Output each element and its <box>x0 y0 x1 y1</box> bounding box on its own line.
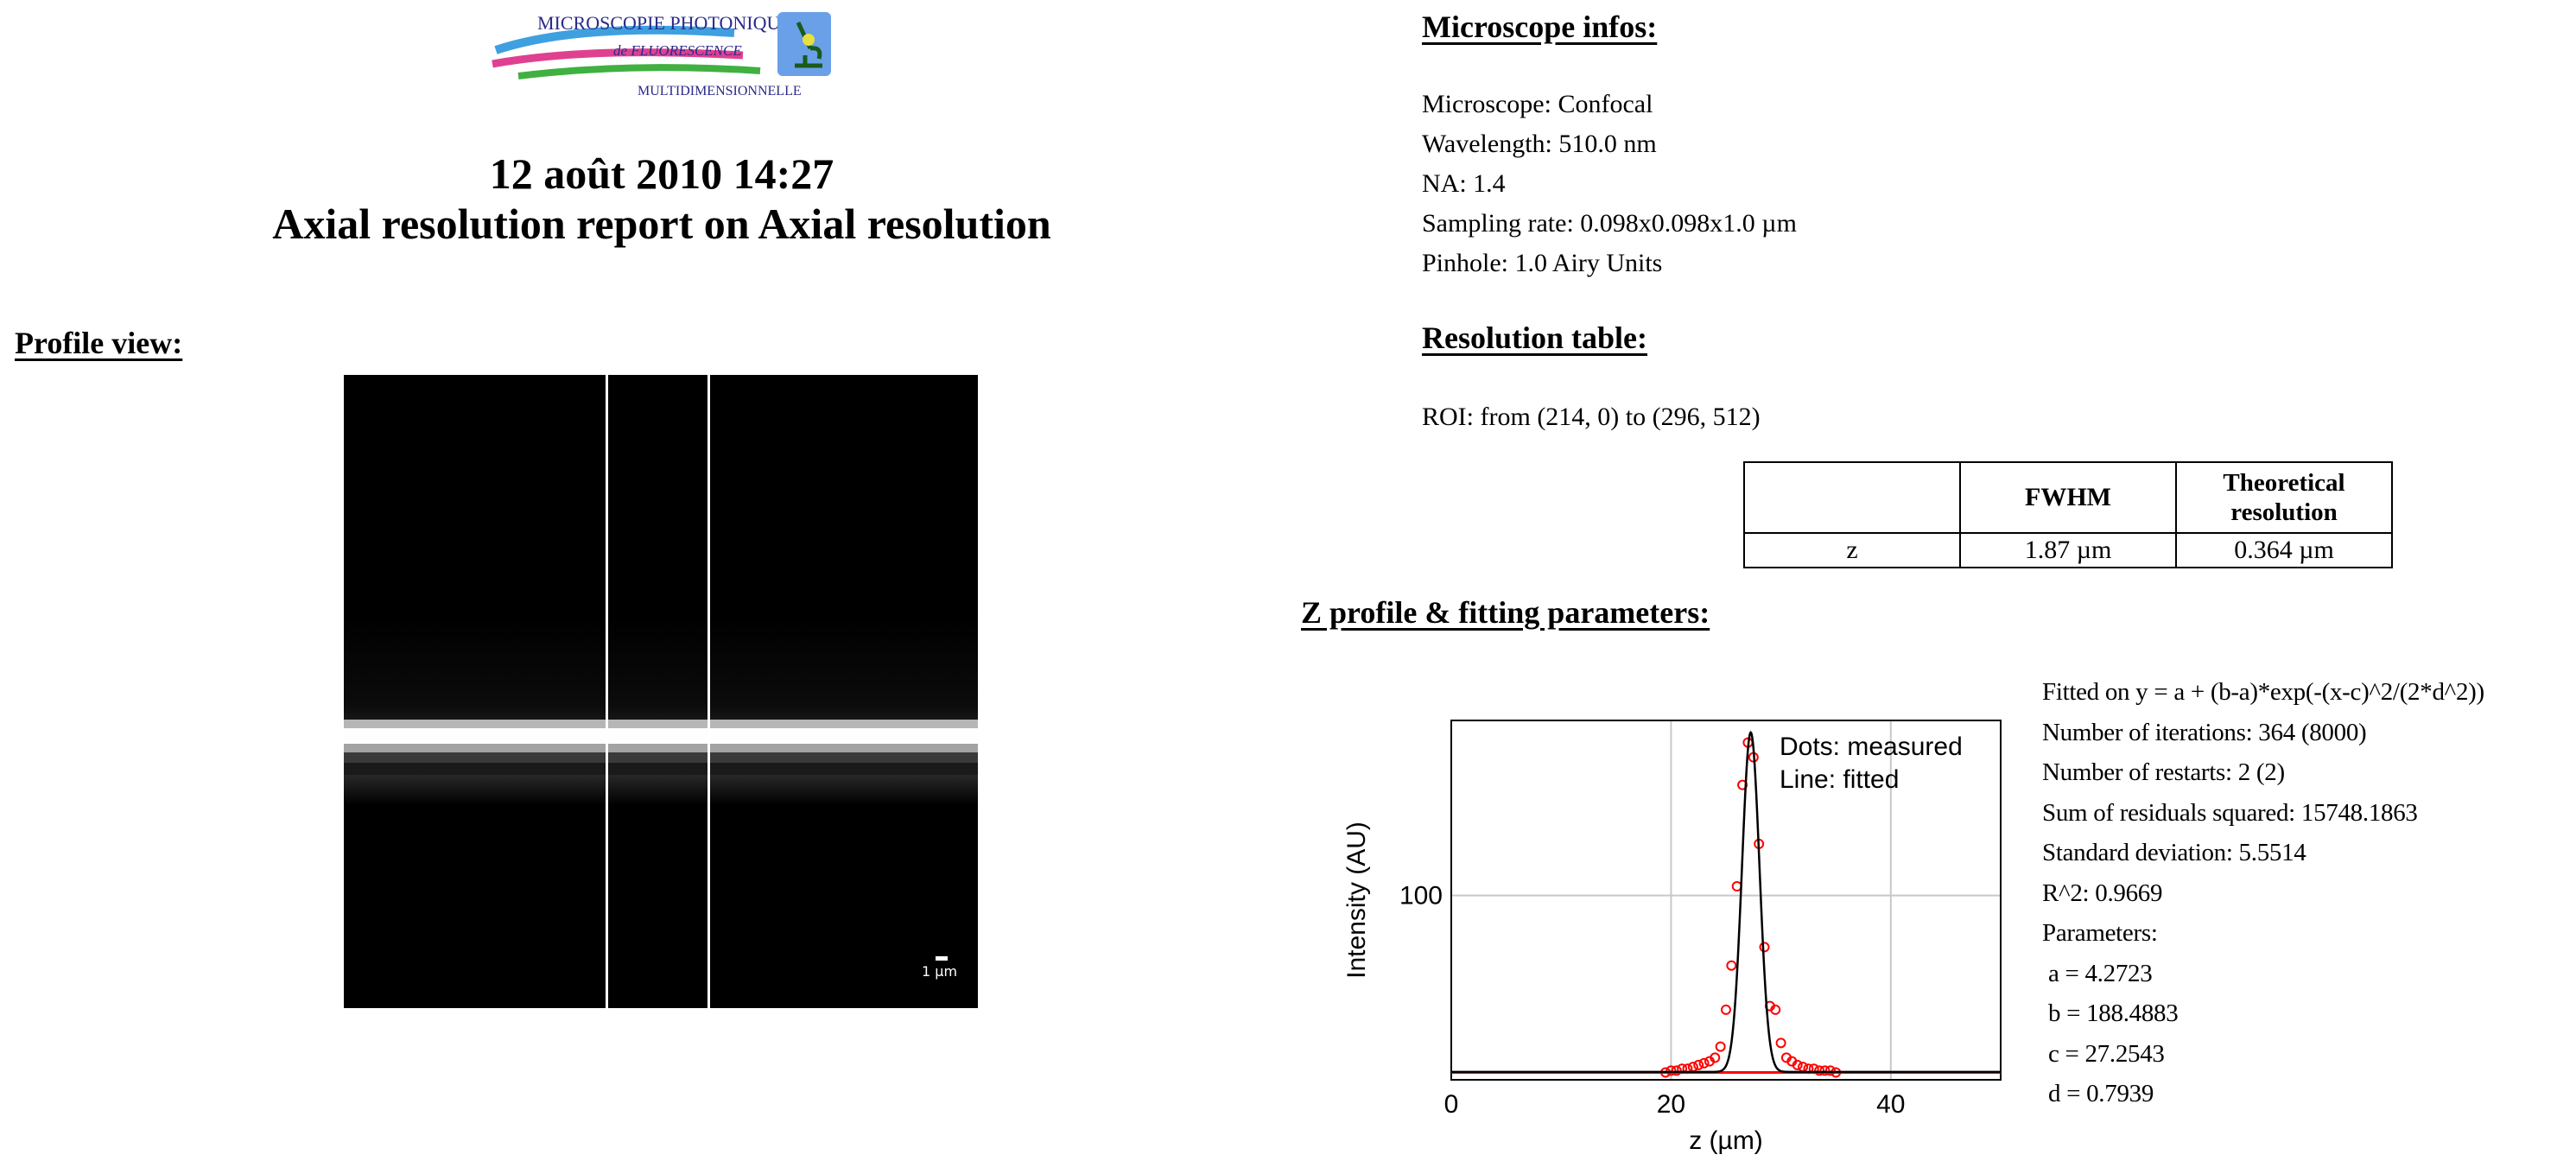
legend-fitted: Line: fitted <box>1780 765 1899 794</box>
fit-r2: R^2: 0.9669 <box>2042 879 2163 907</box>
fit-iterations: Number of iterations: 364 (8000) <box>2042 718 2367 746</box>
legend-measured: Dots: measured <box>1780 733 1963 761</box>
theoretical-value: 0.364 µm <box>2175 532 2393 568</box>
scale-bar <box>936 956 948 961</box>
measured-point <box>1814 1065 1825 1076</box>
measured-point <box>1726 960 1737 971</box>
numerical-aperture: NA: 1.4 <box>1422 169 1506 198</box>
fit-std-dev: Standard deviation: 5.5514 <box>2042 839 2306 866</box>
report-title: Axial resolution report on Axial resolut… <box>272 200 1051 248</box>
microscope-type: Microscope: Confocal <box>1422 90 1653 118</box>
measured-point <box>1666 1065 1677 1076</box>
measured-point <box>1715 1041 1726 1052</box>
logo-line3: MULTIDIMENSIONNELLE <box>638 84 802 98</box>
resolution-table-header: Resolution table: <box>1422 320 1647 355</box>
logo-line1: MICROSCOPIE PHOTONIQUE <box>537 12 792 34</box>
microscope-info-list: Microscope: Confocal Wavelength: 510.0 n… <box>1422 85 1797 283</box>
scale-bar-label: 1 µm <box>922 963 958 980</box>
measured-point <box>1759 942 1770 953</box>
measured-point <box>1824 1065 1836 1076</box>
x-tick-label: 0 <box>1444 1090 1459 1119</box>
measured-point <box>1671 1065 1682 1076</box>
row-label-z: z <box>1743 532 1961 568</box>
z-profile-header: Z profile & fitting parameters: <box>1301 595 1710 630</box>
table-corner-cell <box>1743 461 1961 534</box>
report-date: 12 août 2010 14:27 <box>489 149 834 198</box>
wavelength: Wavelength: 510.0 nm <box>1422 130 1657 158</box>
fit-param-c: c = 27.2543 <box>2042 1039 2165 1068</box>
profile-image: 1 µm <box>344 375 978 1008</box>
fit-residuals: Sum of residuals squared: 15748.1863 <box>2042 798 2418 827</box>
resolution-table: FWHM Theoretical resolution z 1.87 µm 0.… <box>1743 461 2393 568</box>
z-profile-chart: 0 20 40 100 Dots: measured Line: fitted Int… <box>1342 720 2002 1155</box>
profile-view-header: Profile view: <box>15 326 183 360</box>
microscope-infos-header: Microscope infos: <box>1422 10 1658 44</box>
measured-point <box>1693 1059 1704 1070</box>
microscope-icon <box>777 12 831 76</box>
fitted-curve <box>1451 730 2001 1074</box>
measured-point <box>1792 1059 1803 1070</box>
col-theoretical: Theoretical resolution <box>2175 461 2393 534</box>
x-tick-label: 40 <box>1876 1090 1905 1119</box>
measured-point <box>1808 1063 1819 1075</box>
fit-parameters: Fitted on y = a + (b-a)*exp(-(x-c)^2/(2*… <box>2042 672 2484 1114</box>
measured-point <box>1682 1063 1693 1075</box>
fit-equation: Fitted on y = a + (b-a)*exp(-(x-c)^2/(2*… <box>2042 678 2484 706</box>
fwhm-value: 1.87 µm <box>1959 532 2177 568</box>
x-tick-label: 20 <box>1657 1090 1685 1119</box>
roi-text: ROI: from (214, 0) to (296, 512) <box>1422 403 1761 431</box>
fit-restarts: Number of restarts: 2 (2) <box>2042 758 2285 786</box>
x-axis-label: z (µm) <box>1689 1126 1763 1155</box>
measured-point <box>1770 1004 1781 1015</box>
measured-point <box>1737 779 1748 790</box>
fit-param-d: d = 0.7939 <box>2042 1080 2154 1107</box>
col-fwhm: FWHM <box>1959 461 2177 534</box>
measured-point <box>1803 1063 1814 1075</box>
mif-logo: MICROSCOPIE PHOTONIQUE de FLUORESCENCE M… <box>492 12 831 98</box>
y-axis-label: Intensity (AU) <box>1342 822 1371 979</box>
measured-point <box>1798 1062 1809 1073</box>
measured-point <box>1819 1065 1830 1076</box>
measured-point <box>1775 1037 1786 1049</box>
measured-point <box>1677 1063 1688 1075</box>
logo-line2: de FLUORESCENCE <box>613 42 742 59</box>
measured-point <box>1710 1052 1721 1063</box>
fit-param-a: a = 4.2723 <box>2042 959 2153 987</box>
sampling-rate: Sampling rate: 0.098x0.098x1.0 µm <box>1422 209 1797 238</box>
measured-point <box>1721 1004 1731 1015</box>
measured-point <box>1698 1057 1710 1069</box>
roi-left-line <box>606 375 608 1008</box>
fit-param-b: b = 188.4883 <box>2042 999 2179 1027</box>
plot-frame <box>1450 720 2002 1081</box>
y-tick-label: 100 <box>1399 882 1443 910</box>
fit-parameters-label: Parameters: <box>2042 919 2158 947</box>
pinhole: Pinhole: 1.0 Airy Units <box>1422 249 1663 277</box>
roi-right-line <box>707 375 710 1008</box>
measured-point <box>1687 1062 1698 1073</box>
